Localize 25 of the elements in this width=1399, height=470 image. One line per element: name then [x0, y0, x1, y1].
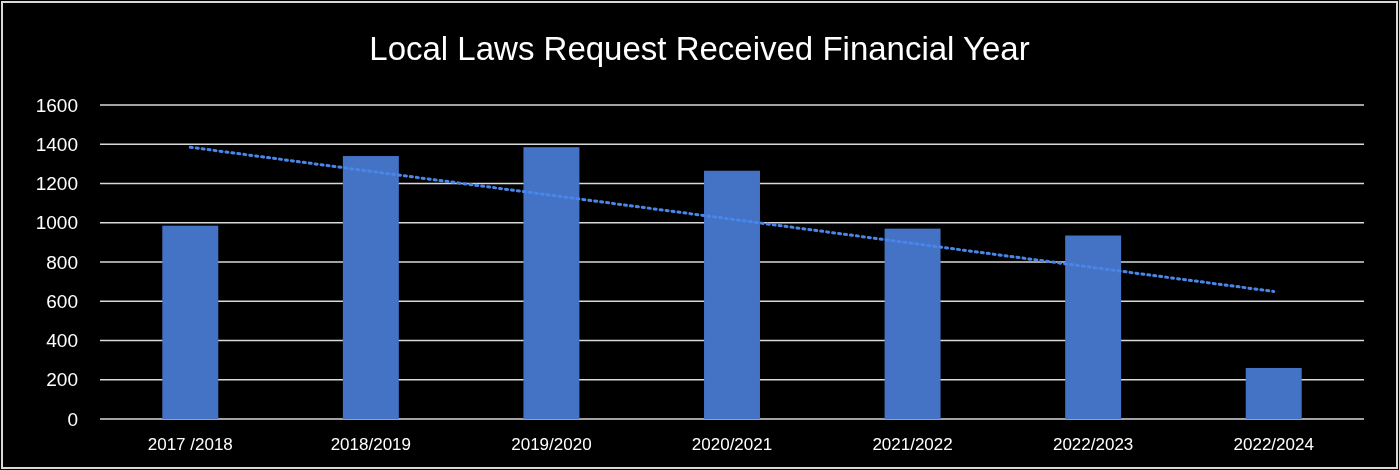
- line-series: [188, 145, 1276, 293]
- bar: [1245, 367, 1302, 419]
- y-tick-label: 1600: [35, 94, 78, 116]
- y-tick-label: 0: [67, 408, 78, 430]
- bar: [704, 170, 760, 419]
- x-tick-label: 2022/2024: [1233, 435, 1314, 454]
- bar: [342, 156, 399, 419]
- bar: [162, 225, 219, 419]
- x-tick-label: 2020/2021: [691, 435, 773, 454]
- y-tick-label: 1400: [35, 133, 78, 155]
- y-tick-label: 400: [46, 330, 78, 352]
- x-tick-label: 2022/2023: [1052, 435, 1134, 454]
- x-tick-label: 2019/2020: [511, 435, 592, 454]
- x-tick-label: 2018/2019: [330, 435, 412, 454]
- bar: [1065, 235, 1122, 419]
- y-tick-label: 1200: [35, 173, 78, 195]
- bar: [884, 228, 941, 419]
- y-tick-label: 600: [46, 290, 78, 312]
- y-tick-label: 1000: [35, 212, 78, 234]
- x-tick-label: 2021/2022: [872, 435, 953, 454]
- x-tick-label: 2017 /2018: [147, 435, 233, 454]
- y-tick-label: 200: [46, 369, 78, 391]
- bar: [523, 147, 580, 419]
- y-tick-label: 800: [46, 251, 78, 273]
- chart-title: Local Laws Request Received Financial Year: [369, 30, 1030, 67]
